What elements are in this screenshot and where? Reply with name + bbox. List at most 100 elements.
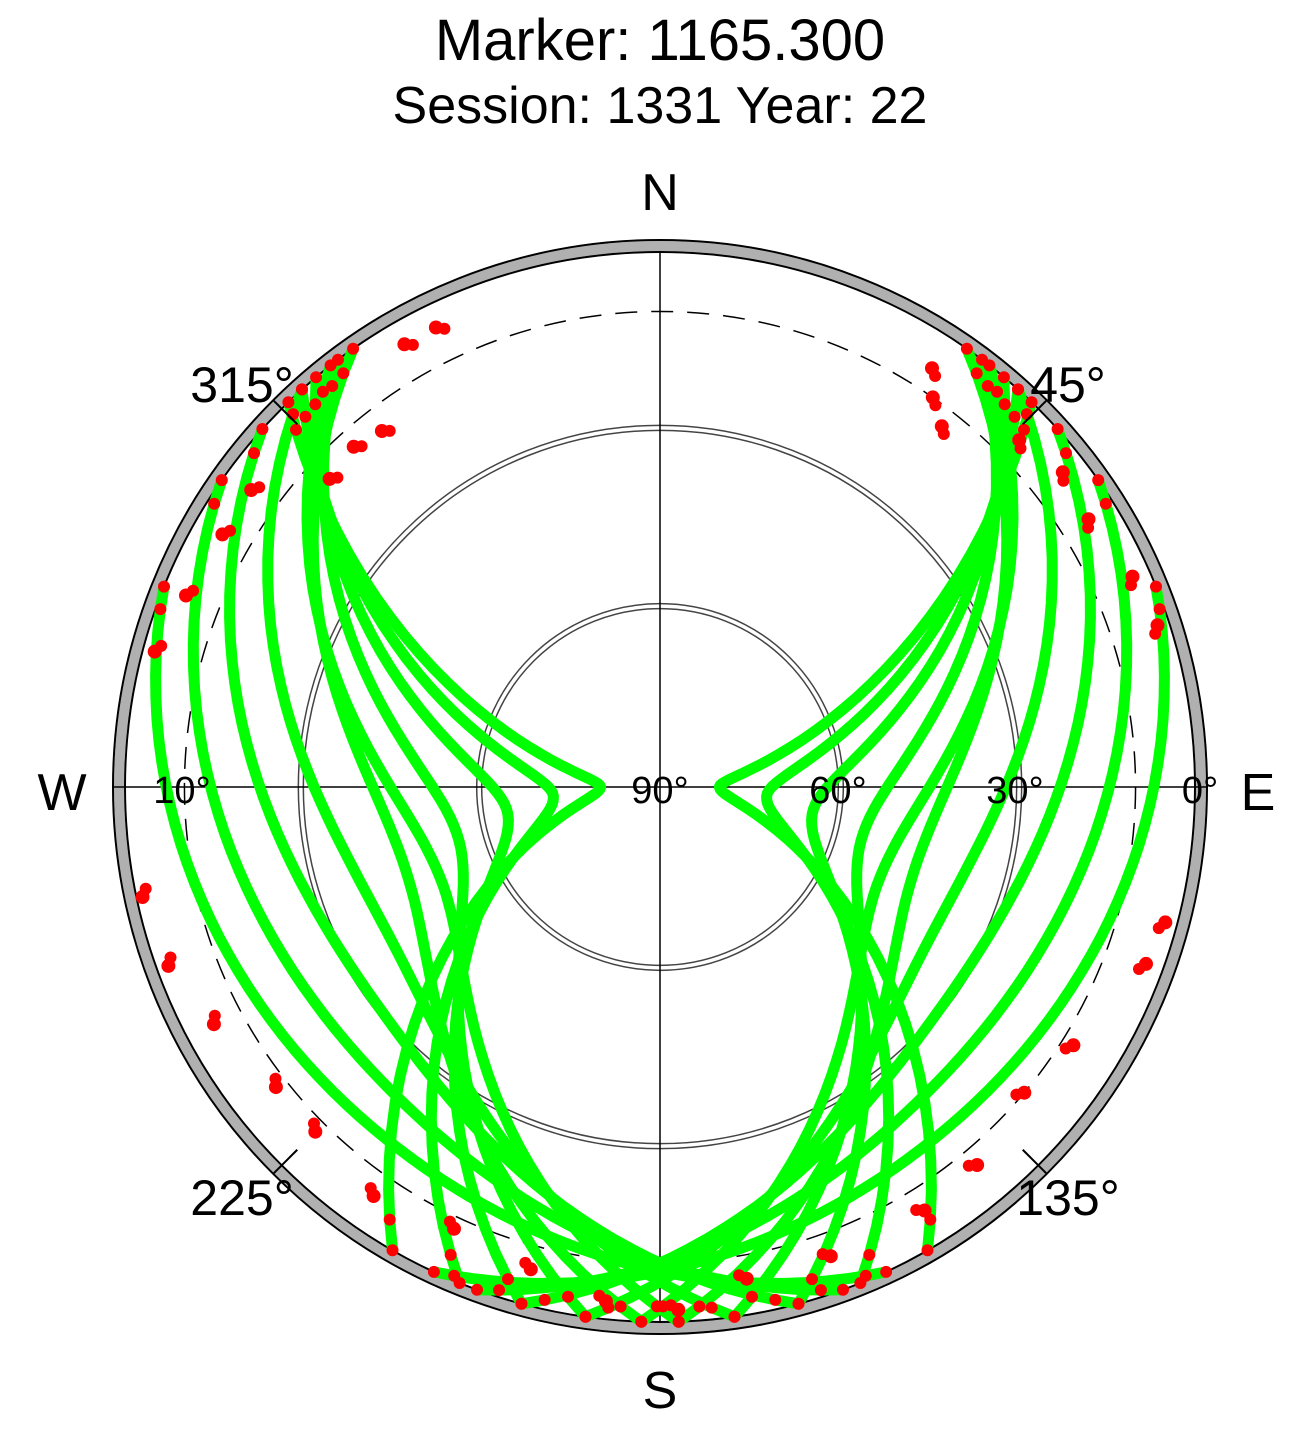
low-elevation-point — [1010, 1088, 1023, 1101]
low-elevation-point — [728, 1310, 741, 1323]
low-elevation-point — [164, 951, 177, 964]
low-elevation-point — [331, 471, 344, 484]
low-elevation-point — [316, 385, 329, 398]
satellite-track — [635, 359, 1019, 1328]
low-elevation-point — [158, 580, 170, 593]
low-elevation-point — [937, 428, 950, 440]
low-elevation-point — [347, 342, 360, 355]
low-elevation-point — [290, 423, 302, 436]
azimuth-tick-135 — [1022, 1149, 1048, 1175]
low-elevation-point — [224, 524, 237, 537]
low-elevation-point — [139, 882, 152, 895]
low-elevation-point — [502, 1273, 514, 1286]
chart-subtitle: Session: 1331 Year: 22 — [393, 77, 928, 135]
satellite-track — [301, 359, 685, 1328]
low-elevation-point — [970, 367, 983, 380]
low-elevation-point — [269, 1072, 282, 1085]
low-elevation-point — [208, 1009, 221, 1022]
satellite-track — [150, 581, 892, 1289]
low-elevation-point — [863, 1248, 876, 1261]
low-elevation-point — [983, 359, 996, 372]
low-elevation-point — [806, 1273, 818, 1286]
low-elevation-point — [1014, 442, 1027, 455]
azimuth-label-45: 45° — [1030, 357, 1106, 413]
low-elevation-point — [326, 380, 339, 392]
grid-overlay — [272, 399, 1048, 1175]
compass-east: E — [1241, 764, 1276, 822]
low-elevation-point — [672, 1315, 685, 1328]
chart-title: Marker: 1165.300 — [435, 8, 885, 73]
low-elevation-point — [981, 380, 994, 392]
satellite-track — [187, 474, 849, 1296]
low-elevation-point — [929, 399, 942, 412]
low-elevation-point — [962, 1159, 975, 1172]
low-elevation-point — [562, 1290, 574, 1303]
compass-north: N — [641, 164, 679, 222]
low-elevation-point — [1099, 497, 1112, 510]
low-elevation-point — [471, 1283, 483, 1296]
satellite-track — [471, 474, 1133, 1296]
low-elevation-point — [187, 584, 200, 597]
low-elevation-point — [308, 1117, 320, 1130]
elevation-label-0: 0° — [1182, 770, 1218, 812]
low-elevation-point — [256, 423, 269, 435]
satellite-track — [318, 354, 591, 1323]
low-elevation-point — [538, 1293, 551, 1306]
low-elevation-point — [215, 474, 228, 487]
low-elevation-point — [1125, 579, 1137, 592]
low-elevation-point — [1018, 423, 1030, 436]
low-elevation-point — [929, 370, 942, 382]
low-elevation-point — [444, 1248, 457, 1261]
low-elevation-point — [386, 1244, 399, 1257]
elevation-label-60: 60° — [809, 770, 866, 812]
low-elevation-point — [310, 371, 323, 384]
low-elevation-point — [1153, 603, 1166, 616]
azimuth-label-315: 315° — [190, 357, 293, 413]
polar-grid — [112, 239, 1208, 1335]
low-elevation-point — [664, 1299, 677, 1312]
low-elevation-point — [792, 1297, 805, 1310]
elevation-label-10: 10° — [153, 770, 210, 812]
azimuth-label-225: 225° — [190, 1170, 293, 1226]
low-elevation-point — [443, 1215, 456, 1228]
low-elevation-point — [355, 440, 368, 453]
low-elevation-point — [614, 1300, 627, 1313]
low-elevation-point — [769, 1293, 782, 1306]
low-elevation-point — [515, 1297, 528, 1310]
satellite-track — [296, 383, 559, 1289]
satellite-track — [516, 423, 1096, 1310]
low-elevation-point — [296, 383, 308, 396]
low-elevation-point — [997, 371, 1010, 384]
low-elevation-point — [406, 338, 419, 351]
low-elevation-point — [208, 497, 221, 510]
azimuth-tick-225 — [272, 1149, 298, 1175]
low-elevation-point — [960, 342, 973, 355]
low-elevation-point — [1008, 410, 1021, 423]
low-elevation-point — [859, 1269, 872, 1282]
low-elevation-point — [155, 639, 168, 652]
compass-west: W — [37, 764, 86, 822]
low-elevation-point — [453, 1277, 466, 1289]
low-elevation-point — [253, 481, 266, 494]
low-elevation-point — [991, 385, 1004, 398]
low-elevation-point — [880, 1265, 893, 1278]
compass-south: S — [643, 1362, 678, 1420]
low-elevation-point — [921, 1244, 934, 1257]
low-elevation-point — [154, 603, 167, 616]
low-elevation-point — [1012, 383, 1024, 396]
low-elevation-point — [593, 1289, 606, 1302]
low-elevation-points — [135, 320, 1173, 1328]
low-elevation-point — [1082, 521, 1095, 534]
low-elevation-point — [309, 398, 322, 411]
low-elevation-point — [1150, 580, 1162, 593]
low-elevation-point — [705, 1301, 718, 1314]
satellite-track — [673, 343, 1013, 1328]
low-elevation-point — [427, 1265, 440, 1278]
low-elevation-point — [816, 1248, 829, 1261]
satellite-track — [761, 383, 1024, 1289]
low-elevation-point — [579, 1310, 592, 1323]
satellite-track — [713, 396, 1038, 1256]
low-elevation-point — [282, 396, 295, 409]
low-elevation-point — [1092, 474, 1105, 487]
